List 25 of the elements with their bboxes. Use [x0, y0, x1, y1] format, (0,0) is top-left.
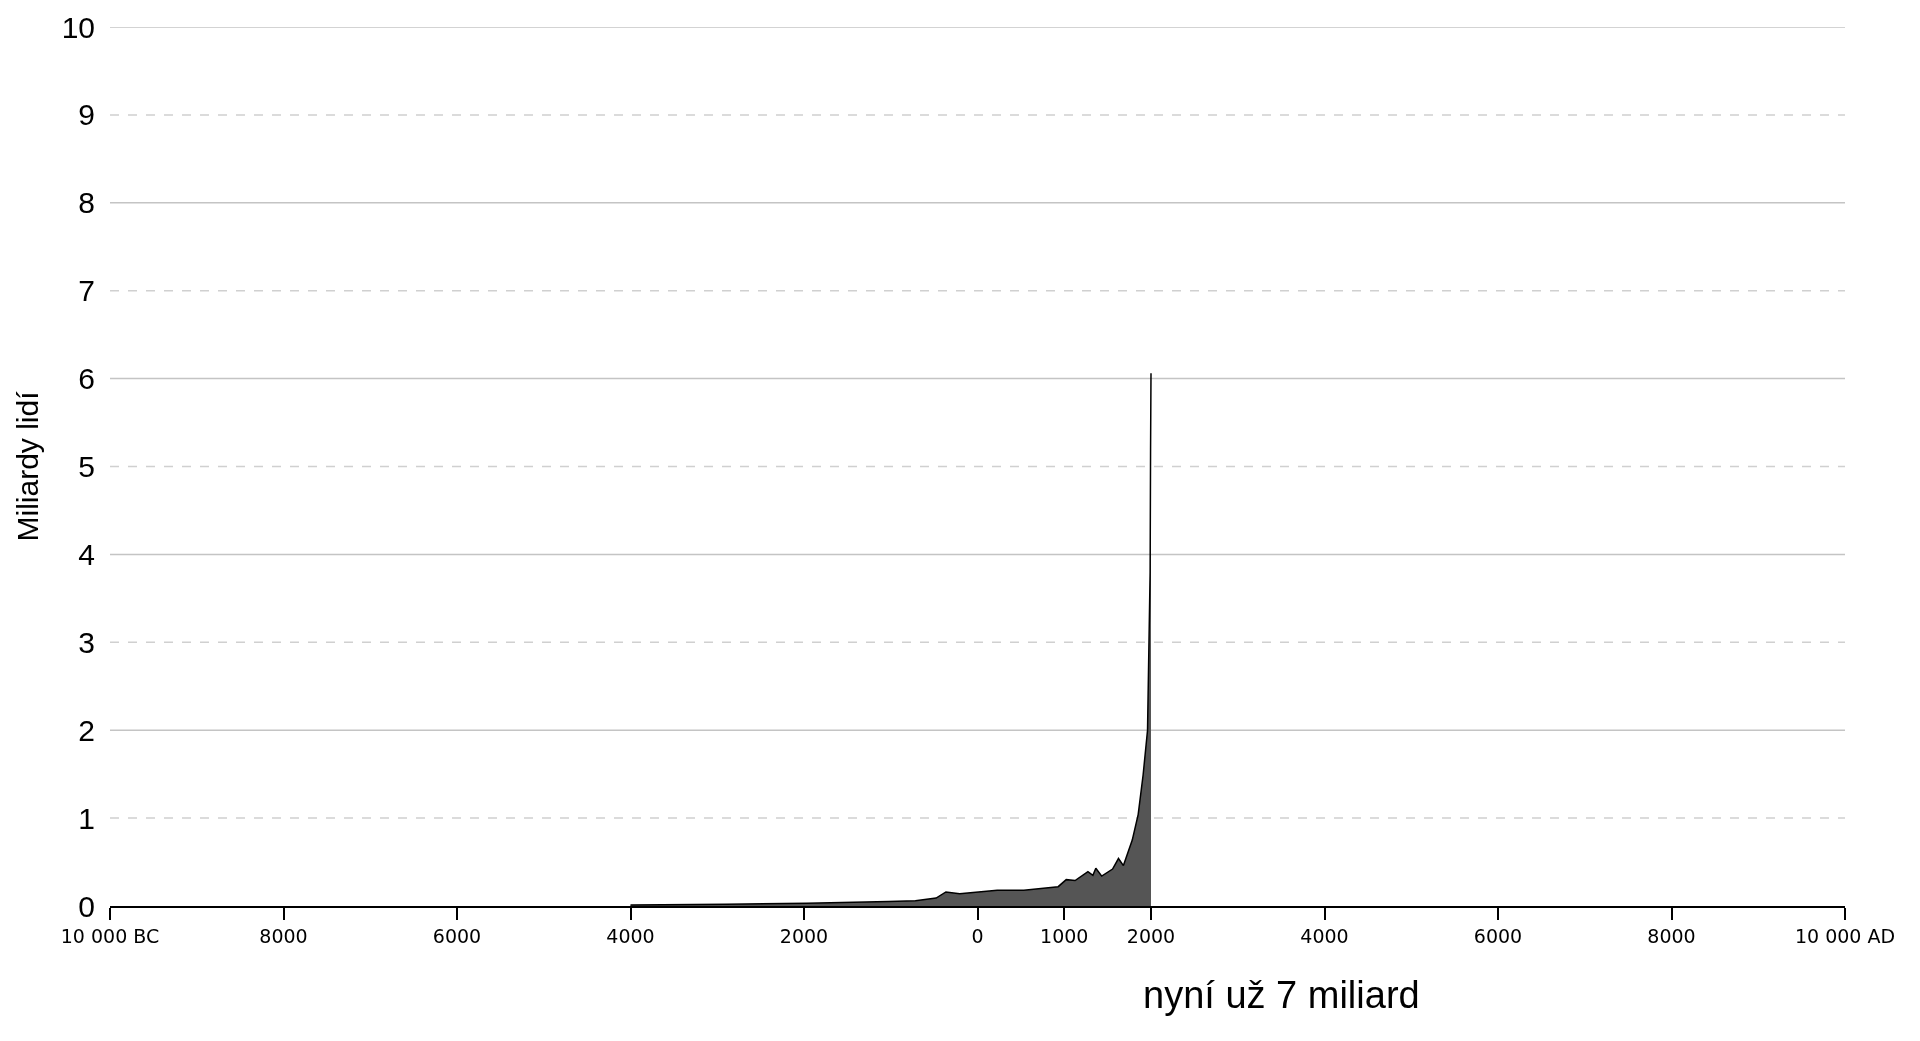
y-tick-label: 0 [78, 889, 95, 923]
x-tick-label: 4000 [1300, 924, 1349, 947]
x-tick-label: 4000 [606, 924, 655, 947]
x-tick-label: 8000 [259, 924, 308, 947]
y-axis-title: Miliardy lidí [10, 390, 44, 542]
x-tick-label: 8000 [1647, 924, 1696, 947]
text: nyní už 7 miliard [1143, 974, 1420, 1016]
x-tick-label: 10 000 BC [60, 924, 160, 947]
x-tick-label: 0 [971, 924, 984, 947]
y-tick-label: 10 [61, 10, 95, 44]
y-tick-label: 2 [78, 713, 95, 747]
y-tick-label: 6 [78, 362, 95, 396]
y-tick-label: 1 [78, 801, 95, 835]
x-tick-label: 6000 [1473, 924, 1523, 947]
y-tick-label: 3 [78, 625, 95, 659]
x-tick-label: 6000 [432, 924, 482, 947]
y-tick-label: 5 [78, 450, 95, 483]
y-tick-label: 4 [78, 537, 95, 571]
y-tick-label: 7 [78, 274, 95, 308]
x-tick-label: 2000 [1126, 924, 1176, 947]
y-tick-label: 8 [78, 186, 95, 220]
x-tick-label: 1000 [1040, 924, 1089, 947]
y-tick-label: 9 [78, 98, 95, 132]
x-tick-label: 2000 [779, 924, 829, 947]
x-tick-label: 10 000 AD [1794, 924, 1896, 947]
